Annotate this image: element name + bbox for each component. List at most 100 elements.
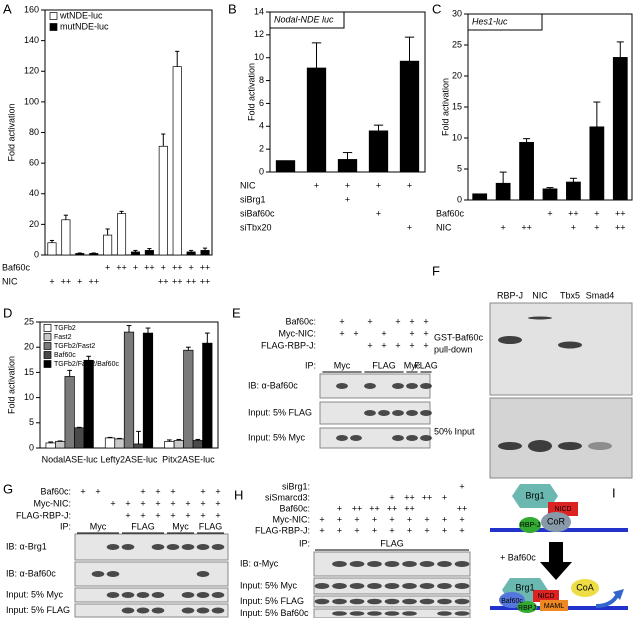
title-box: [269, 11, 345, 29]
blot: [74, 587, 229, 603]
ip-label: IP:: [305, 360, 316, 370]
band: [384, 583, 400, 589]
panel-letter: I: [612, 485, 616, 500]
band: [332, 598, 347, 605]
bar: [130, 251, 140, 256]
y-tick-label: 100: [24, 96, 39, 106]
bar: [399, 60, 420, 173]
condition-mark: +: [459, 525, 464, 535]
condition-mark: +: [442, 514, 447, 524]
label: RBPJ: [518, 605, 536, 612]
condition-mark: ++: [88, 276, 99, 286]
band: [378, 410, 390, 416]
condition-label: Baf60c:: [285, 316, 316, 326]
shape: [517, 601, 537, 613]
blot-label: IB: α-Baf60c: [248, 380, 298, 390]
condition-label: Baf60c:: [279, 503, 310, 513]
y-tick-label: 15: [24, 367, 34, 377]
condition-mark: +: [442, 525, 447, 535]
condition-mark: ++: [422, 492, 433, 502]
bar: [64, 376, 75, 449]
legend-label: mutNDE-luc: [60, 21, 109, 31]
band: [384, 611, 400, 616]
condition-mark: +: [155, 498, 160, 508]
condition-mark: +: [571, 222, 576, 232]
band: [166, 544, 180, 550]
condition-mark: +: [140, 486, 145, 496]
y-tick-label: 0: [29, 442, 34, 452]
bar: [612, 57, 628, 201]
band: [364, 410, 376, 416]
x-tick-label: NodalASE-luc: [42, 454, 99, 464]
condition-mark: +: [337, 503, 342, 513]
legend-swatch: [43, 342, 52, 350]
band: [437, 598, 452, 605]
band: [106, 592, 120, 598]
y-tick-label: 20: [24, 342, 34, 352]
condition-mark: +: [381, 328, 386, 338]
band: [196, 592, 210, 598]
bar: [133, 443, 144, 449]
band: [332, 611, 347, 616]
label: Brg1: [515, 582, 534, 592]
blot-label: Input: 5% FLAG: [240, 596, 304, 606]
band: [350, 435, 362, 441]
condition-label: Baf60c: [436, 208, 465, 218]
bar: [472, 193, 488, 201]
condition-mark: +: [442, 492, 447, 502]
band: [402, 583, 417, 589]
label: CoA: [576, 582, 594, 592]
legend-label: Baf60c: [54, 352, 76, 359]
y-tick-label: 60: [29, 158, 39, 168]
bar: [306, 67, 327, 173]
band: [367, 611, 382, 616]
blot-label: Input: 5% Myc: [240, 580, 298, 590]
condition-mark: +: [594, 222, 599, 232]
label: + Baf60c: [500, 552, 536, 562]
condition-mark: +: [547, 208, 552, 218]
bar: [123, 331, 135, 449]
band: [181, 607, 195, 614]
condition-mark: +: [133, 262, 138, 272]
legend-swatch: [43, 351, 52, 359]
blot-label: IB: α-Baf60c: [6, 568, 56, 578]
bar: [74, 427, 85, 449]
panel-letter: H: [234, 487, 243, 502]
y-axis-label: Fold activation: [6, 103, 16, 161]
chart-title: Hes1-luc: [472, 16, 508, 26]
bar: [164, 441, 175, 449]
condition-mark: +: [395, 316, 400, 326]
condition-mark: +: [319, 525, 324, 535]
bar: [186, 251, 196, 256]
band: [406, 410, 418, 416]
panel-letter: A: [3, 1, 12, 16]
y-tick-label: 120: [24, 66, 39, 76]
condition-mark: +: [170, 486, 175, 496]
condition-mark: +: [125, 498, 130, 508]
band: [437, 611, 452, 616]
ip-label: IP:: [60, 521, 71, 531]
band: [91, 571, 105, 577]
band: [406, 435, 418, 441]
band: [454, 583, 470, 589]
band: [151, 544, 165, 550]
y-tick-label: 0: [259, 166, 264, 176]
y-tick-label: 10: [24, 392, 34, 402]
condition-label: siTbx20: [240, 222, 272, 232]
band: [528, 440, 552, 452]
condition-label: FLAG-RBP-J:: [16, 510, 71, 520]
condition-mark: ++: [61, 276, 72, 286]
band: [314, 598, 330, 605]
band: [392, 383, 404, 389]
lane-label: Smad4: [586, 290, 615, 300]
bar: [200, 250, 210, 256]
condition-mark: +: [49, 276, 54, 286]
bar: [542, 188, 558, 201]
condition-mark: +: [381, 340, 386, 350]
band: [196, 607, 210, 614]
band: [181, 544, 195, 550]
y-tick-label: 10: [254, 52, 264, 62]
condition-mark: ++: [404, 503, 415, 513]
band: [211, 544, 225, 550]
legend-swatch: [49, 23, 58, 31]
